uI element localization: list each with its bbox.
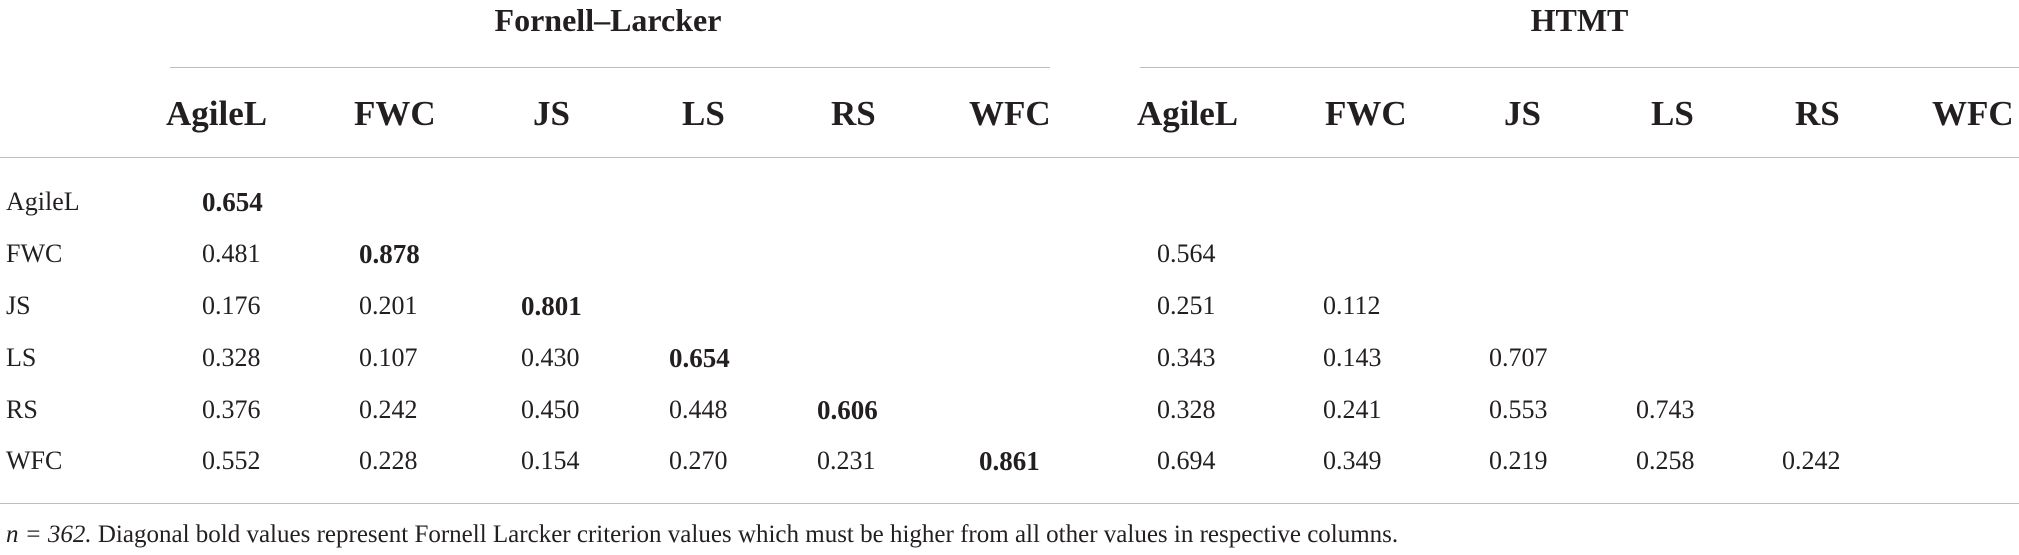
htmt-cell: 0.219 <box>1489 446 1548 475</box>
fl-col-header: AgileL <box>166 94 268 133</box>
htmt-col-header: AgileL <box>1137 94 1239 133</box>
htmt-cell: 0.258 <box>1636 446 1695 475</box>
fl-cell: 0.270 <box>669 446 728 475</box>
fl-cell: 0.231 <box>817 446 876 475</box>
table-footnote: n = 362. Diagonal bold values represent … <box>6 518 1398 552</box>
fl-cell: 0.154 <box>521 446 580 475</box>
htmt-cell: 0.343 <box>1157 343 1216 372</box>
fl-cell: 0.107 <box>359 343 418 372</box>
htmt-col-header: JS <box>1504 94 1541 133</box>
htmt-cell: 0.251 <box>1157 291 1216 320</box>
row-label: RS <box>6 395 38 424</box>
htmt-cell: 0.241 <box>1323 395 1382 424</box>
htmt-cell: 0.743 <box>1636 395 1695 424</box>
fl-col-header: WFC <box>969 94 1051 133</box>
fl-cell: 0.228 <box>359 446 418 475</box>
row-label: FWC <box>6 239 63 268</box>
fl-col-header: LS <box>682 94 725 133</box>
fl-diagonal-cell: 0.654 <box>202 187 263 217</box>
fl-cell: 0.242 <box>359 395 418 424</box>
htmt-cell: 0.242 <box>1782 446 1841 475</box>
htmt-cell: 0.328 <box>1157 395 1216 424</box>
footnote-sample-size: n = 362. <box>6 521 92 548</box>
fl-col-header: JS <box>533 94 570 133</box>
htmt-col-header: RS <box>1795 94 1840 133</box>
fornell-larcker-header: Fornell–Larcker <box>494 2 722 38</box>
htmt-col-header: LS <box>1651 94 1694 133</box>
fl-cell: 0.552 <box>202 446 261 475</box>
footnote-text: Diagonal bold values represent Fornell L… <box>91 521 1399 548</box>
fl-cell: 0.201 <box>359 291 418 320</box>
htmt-col-header: FWC <box>1325 94 1407 133</box>
fl-diagonal-cell: 0.861 <box>979 446 1040 476</box>
htmt-header: HTMT <box>1530 2 1629 38</box>
htmt-cell: 0.112 <box>1323 291 1381 320</box>
fl-diagonal-cell: 0.801 <box>521 291 582 321</box>
fl-col-header: RS <box>831 94 876 133</box>
row-label: WFC <box>6 446 63 475</box>
htmt-cell: 0.349 <box>1323 446 1382 475</box>
fl-cell: 0.328 <box>202 343 261 372</box>
fl-diagonal-cell: 0.606 <box>817 395 878 425</box>
htmt-cell: 0.143 <box>1323 343 1382 372</box>
fl-diagonal-cell: 0.878 <box>359 239 420 269</box>
fl-cell: 0.450 <box>521 395 580 424</box>
fl-col-header: FWC <box>354 94 436 133</box>
fl-cell: 0.176 <box>202 291 261 320</box>
fl-cell: 0.481 <box>202 239 261 268</box>
row-label: JS <box>6 291 31 320</box>
htmt-col-header: WFC <box>1932 94 2014 133</box>
bottom-rule <box>0 503 2019 504</box>
header-rule <box>0 157 2019 158</box>
row-label: LS <box>6 343 37 372</box>
fornell-larcker-rule <box>170 67 1050 68</box>
htmt-cell: 0.707 <box>1489 343 1548 372</box>
row-label: AgileL <box>6 187 80 216</box>
fl-cell: 0.448 <box>669 395 728 424</box>
htmt-rule <box>1140 67 2019 68</box>
fl-diagonal-cell: 0.654 <box>669 343 730 373</box>
htmt-cell: 0.553 <box>1489 395 1548 424</box>
fl-cell: 0.430 <box>521 343 580 372</box>
fl-cell: 0.376 <box>202 395 261 424</box>
htmt-cell: 0.694 <box>1157 446 1216 475</box>
htmt-cell: 0.564 <box>1157 239 1216 268</box>
